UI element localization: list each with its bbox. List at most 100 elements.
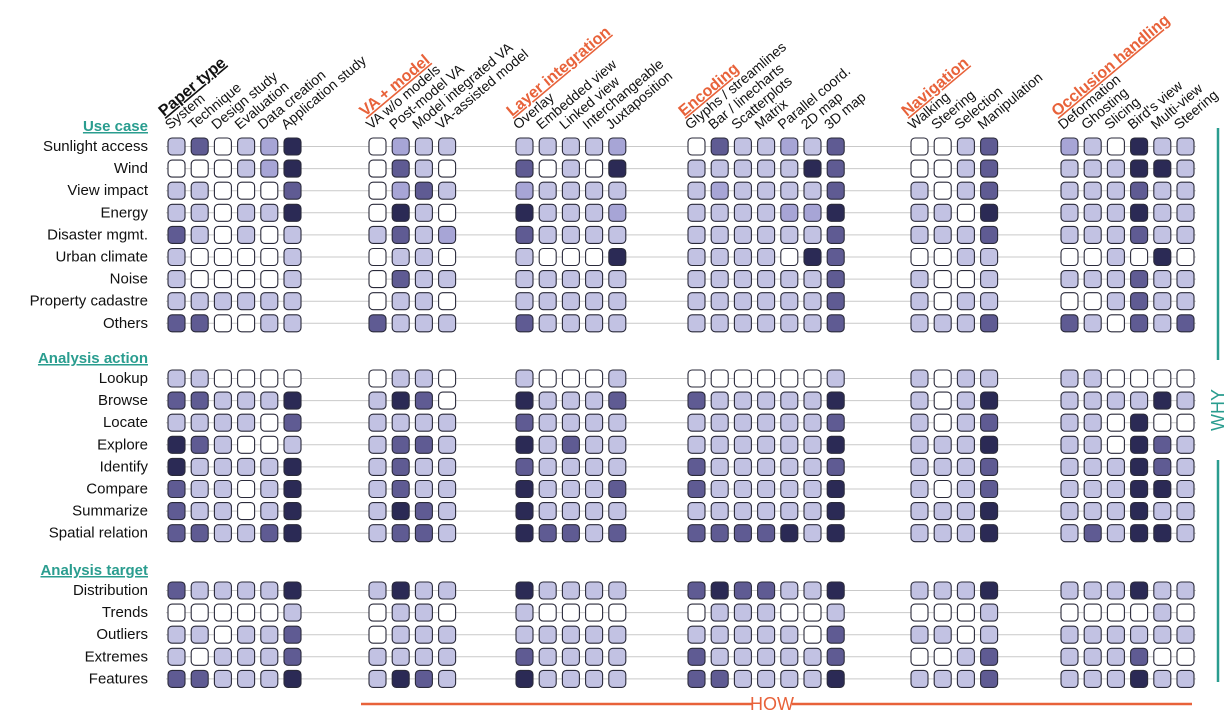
- cell: [167, 247, 186, 267]
- cell: [561, 159, 580, 178]
- cell: [757, 137, 776, 156]
- cell: [1130, 159, 1149, 178]
- cell: [561, 457, 580, 476]
- cell: [826, 524, 845, 543]
- cell: [980, 391, 999, 410]
- cell: [391, 647, 410, 666]
- cell: [167, 270, 186, 289]
- cell: [956, 247, 975, 267]
- cell: [933, 369, 952, 388]
- cell: [733, 669, 752, 688]
- cell: [803, 159, 822, 178]
- why-axis-label: WHY: [1208, 389, 1228, 431]
- cell: [414, 603, 433, 622]
- cell: [956, 270, 975, 289]
- cell: [1176, 203, 1195, 222]
- cell: [826, 479, 845, 499]
- cell: [826, 647, 845, 666]
- cell: [260, 225, 279, 244]
- cell: [710, 159, 729, 178]
- cell: [780, 435, 799, 454]
- cell: [608, 457, 627, 476]
- cell: [190, 603, 209, 622]
- cell: [1176, 502, 1195, 521]
- cell: [167, 435, 186, 454]
- cell: [515, 524, 534, 543]
- cell: [260, 435, 279, 454]
- cell: [710, 457, 729, 476]
- cell: [956, 181, 975, 200]
- cell: [803, 581, 822, 600]
- cell: [1176, 391, 1195, 410]
- cell: [1083, 502, 1102, 521]
- cell: [1176, 457, 1195, 476]
- cell: [585, 369, 604, 388]
- cell: [757, 479, 776, 499]
- cell: [826, 247, 845, 267]
- row-label-property-cadastre: Property cadastre: [30, 293, 148, 310]
- cell: [585, 581, 604, 600]
- cell: [260, 479, 279, 499]
- cell: [1106, 524, 1125, 543]
- cell: [585, 625, 604, 644]
- cell: [710, 247, 729, 267]
- cell: [1130, 603, 1149, 622]
- cell: [538, 137, 557, 156]
- cell: [368, 502, 387, 521]
- cell: [687, 391, 706, 410]
- cell: [515, 502, 534, 521]
- cell: [733, 369, 752, 388]
- cell: [1106, 581, 1125, 600]
- cell: [538, 603, 557, 622]
- cell: [687, 181, 706, 200]
- cell: [687, 159, 706, 178]
- cell: [538, 669, 557, 688]
- cell: [1083, 369, 1102, 388]
- cell: [237, 603, 256, 622]
- cell: [980, 625, 999, 644]
- cell: [515, 603, 534, 622]
- cell: [1083, 225, 1102, 244]
- cell: [826, 292, 845, 311]
- cell: [515, 669, 534, 688]
- cell: [1130, 457, 1149, 476]
- cell: [757, 435, 776, 454]
- cell: [980, 457, 999, 476]
- cell: [391, 603, 410, 622]
- cell: [213, 391, 232, 410]
- cell: [1083, 159, 1102, 178]
- cell: [933, 314, 952, 333]
- cell: [538, 159, 557, 178]
- cell: [1060, 581, 1079, 600]
- cell: [283, 225, 302, 244]
- cell: [414, 292, 433, 311]
- cell: [190, 391, 209, 410]
- cell: [515, 314, 534, 333]
- row-label-identify: Identify: [100, 458, 149, 475]
- cell: [780, 457, 799, 476]
- cell: [515, 270, 534, 289]
- cell: [538, 203, 557, 222]
- cell: [780, 270, 799, 289]
- cell: [391, 203, 410, 222]
- cell: [561, 625, 580, 644]
- row-label-trends: Trends: [102, 604, 148, 621]
- row-label-compare: Compare: [86, 481, 148, 498]
- cell: [803, 524, 822, 543]
- cell: [710, 524, 729, 543]
- cell: [687, 479, 706, 499]
- cell: [1060, 137, 1079, 156]
- cell: [710, 270, 729, 289]
- cell: [1130, 581, 1149, 600]
- row-label-browse: Browse: [98, 392, 148, 409]
- cell: [1130, 225, 1149, 244]
- cell: [368, 625, 387, 644]
- cell: [561, 225, 580, 244]
- cell: [1153, 669, 1172, 688]
- cell: [1130, 647, 1149, 666]
- cell: [733, 625, 752, 644]
- cell: [167, 524, 186, 543]
- cell: [687, 247, 706, 267]
- cell: [585, 225, 604, 244]
- cell: [980, 502, 999, 521]
